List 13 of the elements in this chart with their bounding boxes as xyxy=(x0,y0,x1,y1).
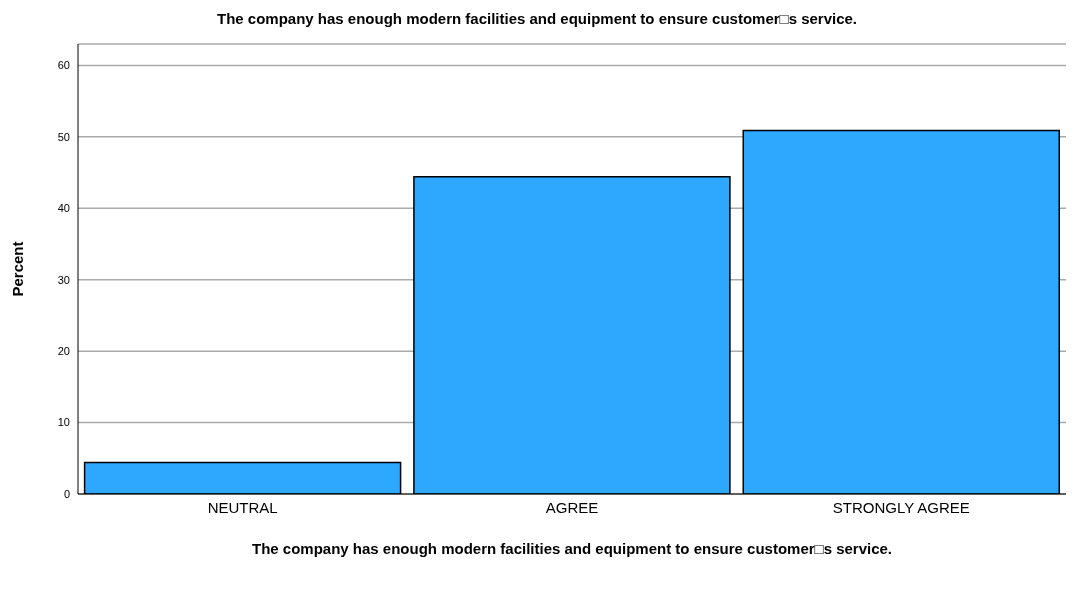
y-tick-label: 20 xyxy=(57,345,70,358)
y-tick-label: 60 xyxy=(57,59,70,72)
y-tick-label: 0 xyxy=(63,487,70,500)
y-tick-label: 40 xyxy=(57,202,70,215)
y-tick-label: 30 xyxy=(57,273,70,286)
chart-title: The company has enough modern facilities and equipment to ensure customer□s service. xyxy=(215,9,859,29)
x-tick-label: NEUTRAL xyxy=(207,498,278,516)
x-axis-title: The company has enough modern facilities and equipment to ensure customer□s service. xyxy=(251,540,893,557)
y-tick-label: 50 xyxy=(57,130,70,143)
y-tick-label: 10 xyxy=(57,416,70,429)
x-tick-label: AGREE xyxy=(545,498,599,516)
y-axis-title: Percent xyxy=(9,241,27,297)
x-tick-label: STRONGLY AGREE xyxy=(832,498,970,516)
